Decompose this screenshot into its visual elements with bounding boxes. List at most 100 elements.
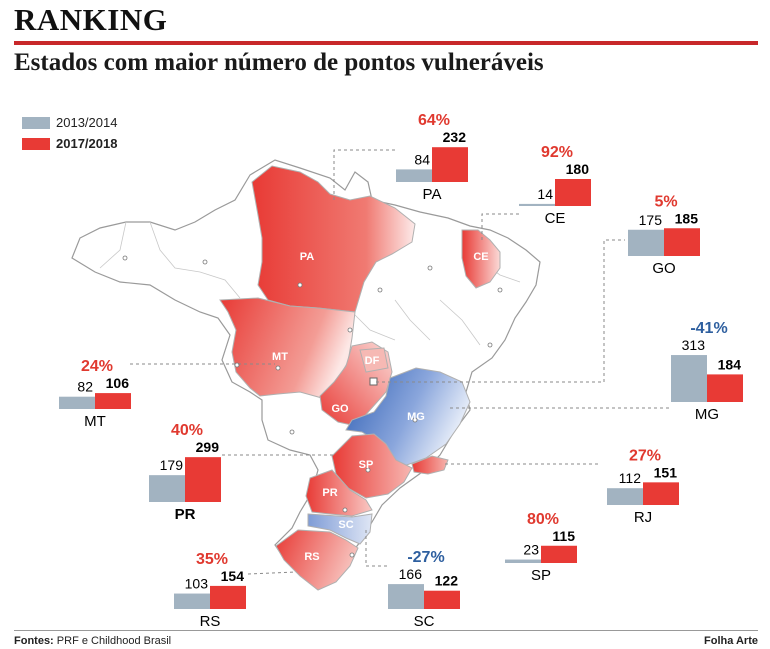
value-old-mg: 313 <box>682 337 706 353</box>
bar-new-mt <box>95 393 131 409</box>
value-new-rs: 154 <box>221 568 245 584</box>
bar-group-mg: 313 184 -41% MG <box>671 320 743 423</box>
bar-group-sc: 166 122 -27% SC <box>388 549 460 630</box>
percent-change-sc: -27% <box>407 549 444 566</box>
map-label-rj: RJ <box>443 473 457 485</box>
map-state-rs <box>275 529 359 591</box>
bar-old-mg <box>671 355 707 402</box>
value-old-rs: 103 <box>185 576 209 592</box>
bar-new-rs <box>210 585 246 609</box>
percent-change-rs: 35% <box>196 551 228 568</box>
footer-divider <box>14 630 758 631</box>
footer-source-text: PRF e Childhood Brasil <box>53 635 172 647</box>
percent-change-ce: 92% <box>541 144 573 161</box>
page-subtitle: Estados com maior número de pontos vulne… <box>14 49 544 76</box>
map-df-marker <box>369 377 378 386</box>
legend-item-new: 2017/2018 <box>22 133 117 154</box>
percent-change-mg: -41% <box>690 320 727 337</box>
page-title: RANKING <box>14 2 168 37</box>
legend-label-old: 2013/2014 <box>56 115 118 130</box>
footer-credit: Folha Arte <box>704 635 758 647</box>
bar-old-pr <box>149 475 185 502</box>
map-label-sp: SP <box>359 459 374 471</box>
map-labels: PA CE MT DF GO MG SP RJ PR SC RS <box>272 251 489 563</box>
bar-new-ce <box>555 179 591 206</box>
leader-line-ce <box>481 213 520 240</box>
state-label-ce: CE <box>545 210 566 227</box>
map-state-df <box>359 347 389 373</box>
state-label-mt: MT <box>84 413 106 430</box>
state-label-sc: SC <box>414 613 435 630</box>
bar-new-sp <box>541 545 577 563</box>
bar-new-mg <box>707 374 743 402</box>
value-old-ce: 14 <box>537 186 553 202</box>
map-label-go: GO <box>331 403 349 415</box>
value-new-sc: 122 <box>435 573 459 589</box>
map-state-ce <box>461 229 501 289</box>
bar-old-rs <box>174 593 210 609</box>
map-state-pa <box>251 165 416 313</box>
value-new-sp: 115 <box>552 528 575 544</box>
footer-source: Fontes: PRF e Childhood Brasil <box>14 635 171 647</box>
state-label-sp: SP <box>531 567 551 584</box>
map-label-pa: PA <box>300 251 315 263</box>
percent-change-go: 5% <box>654 193 677 210</box>
value-new-mt: 106 <box>106 375 130 391</box>
value-old-go: 175 <box>639 212 663 228</box>
map-label-pr: PR <box>322 487 337 499</box>
map-state-rj <box>411 455 449 475</box>
bar-new-pr <box>185 457 221 502</box>
map-label-sc: SC <box>338 519 353 531</box>
value-old-sp: 23 <box>523 542 539 558</box>
state-label-rj: RJ <box>634 509 652 526</box>
bar-old-sp <box>505 559 541 563</box>
map-label-mg: MG <box>407 411 425 423</box>
footer-source-label: Fontes: <box>14 635 54 647</box>
map-label-ce: CE <box>473 251 488 263</box>
bar-old-pa <box>396 169 432 182</box>
state-label-go: GO <box>652 260 675 277</box>
bar-old-ce <box>519 203 555 206</box>
leader-line-pa <box>333 149 395 200</box>
legend-swatch-old <box>22 116 50 129</box>
leader-lines <box>130 149 670 575</box>
legend-label-new: 2017/2018 <box>56 136 118 151</box>
bar-old-go <box>628 229 664 256</box>
title-divider <box>14 41 758 45</box>
legend: 2013/2014 2017/2018 <box>22 112 117 154</box>
map-state-mt <box>219 297 356 399</box>
bar-new-sc <box>424 590 460 609</box>
legend-item-old: 2013/2014 <box>22 112 117 133</box>
bar-old-sc <box>388 584 424 609</box>
state-label-mg: MG <box>695 406 719 423</box>
brazil-map <box>71 159 541 591</box>
state-label-rs: RS <box>200 613 221 630</box>
leader-line-go <box>376 239 625 383</box>
value-new-go: 185 <box>675 210 699 226</box>
state-label-pr: PR <box>175 506 196 523</box>
percent-change-sp: 80% <box>527 511 559 528</box>
percent-change-pr: 40% <box>171 422 203 439</box>
value-old-pr: 179 <box>160 457 184 473</box>
legend-swatch-new <box>22 137 50 150</box>
value-old-sc: 166 <box>399 566 423 582</box>
map-state-sc <box>307 513 373 545</box>
value-new-pr: 299 <box>196 439 220 455</box>
value-old-pa: 84 <box>414 151 430 167</box>
percent-change-rj: 27% <box>629 447 661 464</box>
map-state-pr <box>305 469 373 517</box>
map-label-mt: MT <box>272 351 288 363</box>
value-old-rj: 112 <box>619 470 642 486</box>
bar-old-rj <box>607 488 643 505</box>
percent-change-pa: 64% <box>418 112 450 129</box>
map-label-rs: RS <box>304 551 319 563</box>
